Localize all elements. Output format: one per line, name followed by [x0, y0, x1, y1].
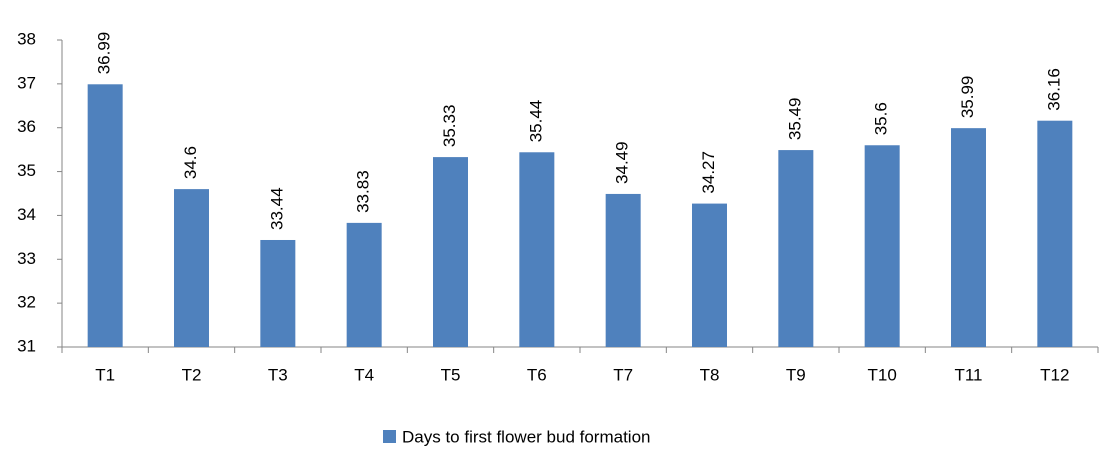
bar — [605, 193, 641, 347]
data-label: 34.49 — [613, 141, 632, 184]
bar — [174, 189, 209, 347]
x-tick-label: T7 — [613, 365, 633, 384]
data-label: 35.33 — [440, 105, 459, 148]
bar — [864, 145, 900, 347]
x-tick-label: T2 — [182, 365, 202, 384]
x-tick-label: T6 — [527, 365, 547, 384]
x-tick-label: T3 — [268, 365, 288, 384]
x-tick-label: T11 — [954, 365, 982, 384]
y-tick-label: 34 — [17, 205, 36, 224]
y-tick-label: 36 — [17, 117, 36, 136]
bar — [87, 84, 123, 347]
x-tick-label: T9 — [786, 365, 806, 384]
data-label: 34.6 — [181, 146, 200, 179]
data-label: 35.6 — [872, 102, 891, 135]
y-tick-label: 37 — [17, 73, 36, 92]
data-label: 33.44 — [267, 187, 286, 230]
data-label: 33.83 — [354, 170, 373, 213]
bar — [260, 239, 296, 347]
bar — [519, 152, 555, 347]
bar — [692, 203, 727, 347]
legend-label: Days to first flower bud formation — [402, 427, 650, 446]
x-tick-label: T4 — [354, 365, 374, 384]
data-label: 35.99 — [958, 76, 977, 119]
y-tick-label: 32 — [17, 293, 36, 312]
x-tick-label: T10 — [868, 365, 897, 384]
x-tick-label: T12 — [1040, 365, 1069, 384]
x-tick-label: T1 — [95, 365, 115, 384]
data-label: 34.27 — [699, 151, 718, 194]
bar — [433, 157, 468, 347]
bar — [1037, 120, 1073, 347]
data-label: 36.16 — [1044, 68, 1063, 111]
data-label: 35.44 — [526, 100, 545, 143]
y-tick-label: 35 — [17, 161, 36, 180]
y-tick-label: 38 — [17, 29, 36, 48]
bar — [778, 150, 814, 347]
legend-swatch — [383, 430, 396, 443]
data-label: 36.99 — [95, 32, 114, 75]
bar — [951, 128, 986, 347]
x-tick-label: T5 — [441, 365, 461, 384]
y-tick-label: 33 — [17, 249, 36, 268]
data-label: 35.49 — [785, 98, 804, 141]
x-tick-label: T8 — [700, 365, 720, 384]
y-tick-label: 31 — [17, 336, 36, 355]
bar — [346, 222, 382, 347]
